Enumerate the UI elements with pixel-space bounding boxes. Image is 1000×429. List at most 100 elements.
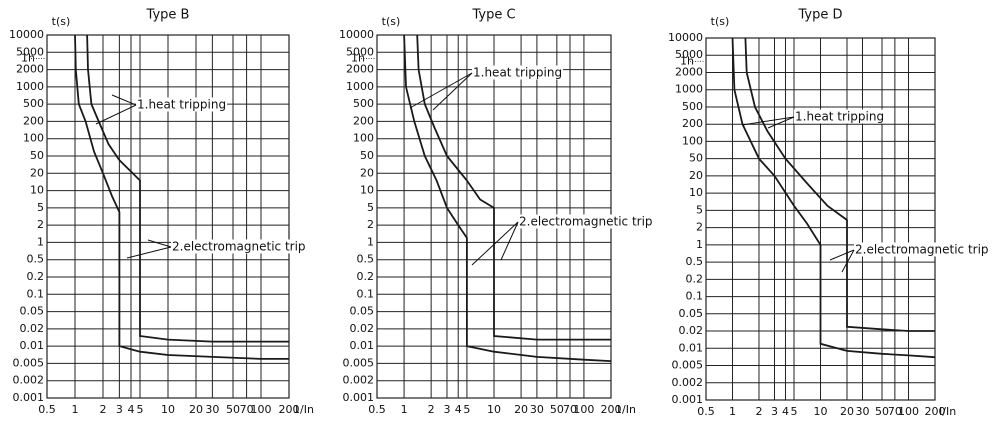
y-tick-label: 2000 (16, 63, 44, 76)
x-axis-label: 1/In (615, 403, 636, 416)
y-tick-label: 0.02 (679, 324, 704, 337)
annotation: 1.heat tripping (473, 66, 562, 80)
y-tick-label: 0.005 (343, 356, 375, 369)
y-tick-label: 5000 (346, 45, 374, 58)
leader-line (409, 72, 473, 109)
y-tick-label: 0.05 (350, 305, 375, 318)
y-axis-label: t(s) (382, 15, 401, 28)
x-tick-label: 3 (443, 403, 450, 416)
x-tick-label: 100 (251, 403, 272, 416)
y-tick-label: 20 (30, 166, 44, 179)
x-tick-label: 0.5 (368, 403, 386, 416)
leader-line (147, 239, 172, 248)
x-tick-label: 4 (782, 405, 789, 418)
x-tick-label: 50 (550, 403, 564, 416)
leader-line (471, 221, 519, 266)
y-tick-label: 1000 (16, 80, 44, 93)
y-tick-label: 0.002 (672, 376, 704, 389)
y-tick-label: 50 (689, 152, 703, 165)
x-tick-label: 30 (205, 403, 219, 416)
x-tick-label: 200 (925, 405, 946, 418)
x-tick-label: 50 (875, 405, 889, 418)
x-tick-label: 30 (855, 405, 869, 418)
trip-curve (731, 37, 936, 359)
y-tick-label: 10000 (339, 28, 374, 41)
y-tick-label: 50 (360, 149, 374, 162)
y-axis-label: t(s) (52, 15, 71, 28)
y-tick-label: 0.005 (13, 356, 45, 369)
trip-curve (416, 34, 611, 341)
x-tick-label: 70 (563, 403, 577, 416)
y-tick-label: 500 (23, 97, 44, 110)
chart-title: Type B (146, 8, 190, 23)
annotation: 1.heat tripping (137, 98, 226, 112)
y-tick-label: 2000 (346, 63, 374, 76)
y-tick-label: 0.002 (343, 374, 375, 387)
x-tick-label: 10 (487, 403, 501, 416)
leader-line (767, 116, 795, 129)
y-tick-label: 0.5 (357, 253, 375, 266)
y-tick-label: 10 (689, 186, 703, 199)
trip-curve (74, 34, 289, 360)
annotation: 1.heat tripping (795, 110, 884, 124)
y-tick-label: 200 (353, 114, 374, 127)
x-tick-label: 5 (791, 405, 798, 418)
x-tick-label: 70 (888, 405, 902, 418)
chart-title: Type C (471, 8, 515, 23)
annotation: 2.electromagnetic trip (519, 215, 653, 229)
y-tick-label: 200 (23, 114, 44, 127)
annotation: 2.electromagnetic trip (855, 243, 989, 257)
x-tick-label: 100 (898, 405, 919, 418)
y-tick-label: 100 (682, 134, 703, 147)
chart-title: Type D (797, 8, 842, 23)
y-tick-label: 2000 (675, 65, 703, 78)
x-tick-label: 2 (755, 405, 762, 418)
leader-line (841, 249, 855, 273)
y-tick-label: 500 (353, 97, 374, 110)
x-tick-label: 3 (771, 405, 778, 418)
y-tick-label: 0.1 (357, 287, 375, 300)
x-tick-label: 50 (226, 403, 240, 416)
x-tick-label: 10 (161, 403, 175, 416)
y-tick-label: 0.01 (679, 341, 704, 354)
y-tick-label: 0.1 (686, 290, 704, 303)
hour-label: 1h (351, 51, 365, 64)
leader-line (500, 221, 519, 261)
x-tick-label: 10 (814, 405, 828, 418)
y-tick-label: 5000 (16, 45, 44, 58)
leader-line (741, 116, 795, 126)
y-tick-label: 0.05 (679, 307, 704, 320)
y-tick-label: 0.005 (672, 359, 704, 372)
y-tick-label: 5000 (675, 48, 703, 61)
x-tick-label: 100 (573, 403, 594, 416)
y-tick-label: 100 (353, 132, 374, 145)
y-tick-label: 2 (696, 221, 703, 234)
y-tick-label: 0.2 (357, 270, 375, 283)
x-tick-label: 200 (279, 403, 300, 416)
x-tick-label: 20 (514, 403, 528, 416)
y-tick-label: 0.001 (672, 393, 704, 406)
y-tick-label: 1 (367, 235, 374, 248)
y-tick-label: 0.001 (343, 391, 375, 404)
y-tick-label: 1000 (346, 80, 374, 93)
y-tick-label: 10000 (9, 28, 44, 41)
x-tick-label: 30 (530, 403, 544, 416)
y-tick-label: 0.002 (13, 374, 45, 387)
y-tick-label: 0.05 (20, 305, 45, 318)
y-tick-label: 2 (367, 218, 374, 231)
y-tick-label: 0.2 (27, 270, 45, 283)
x-tick-label: 4 (127, 403, 134, 416)
y-tick-label: 0.2 (686, 272, 704, 285)
y-tick-label: 100 (23, 132, 44, 145)
plot-frame (705, 37, 936, 401)
x-tick-label: 70 (240, 403, 254, 416)
x-tick-label: 5 (463, 403, 470, 416)
leader-line (829, 249, 855, 261)
x-tick-label: 5 (137, 403, 144, 416)
x-tick-label: 0.5 (697, 405, 715, 418)
x-tick-label: 0.5 (38, 403, 56, 416)
y-tick-label: 1 (37, 235, 44, 248)
trip-curve (744, 37, 935, 332)
y-tick-label: 20 (689, 169, 703, 182)
